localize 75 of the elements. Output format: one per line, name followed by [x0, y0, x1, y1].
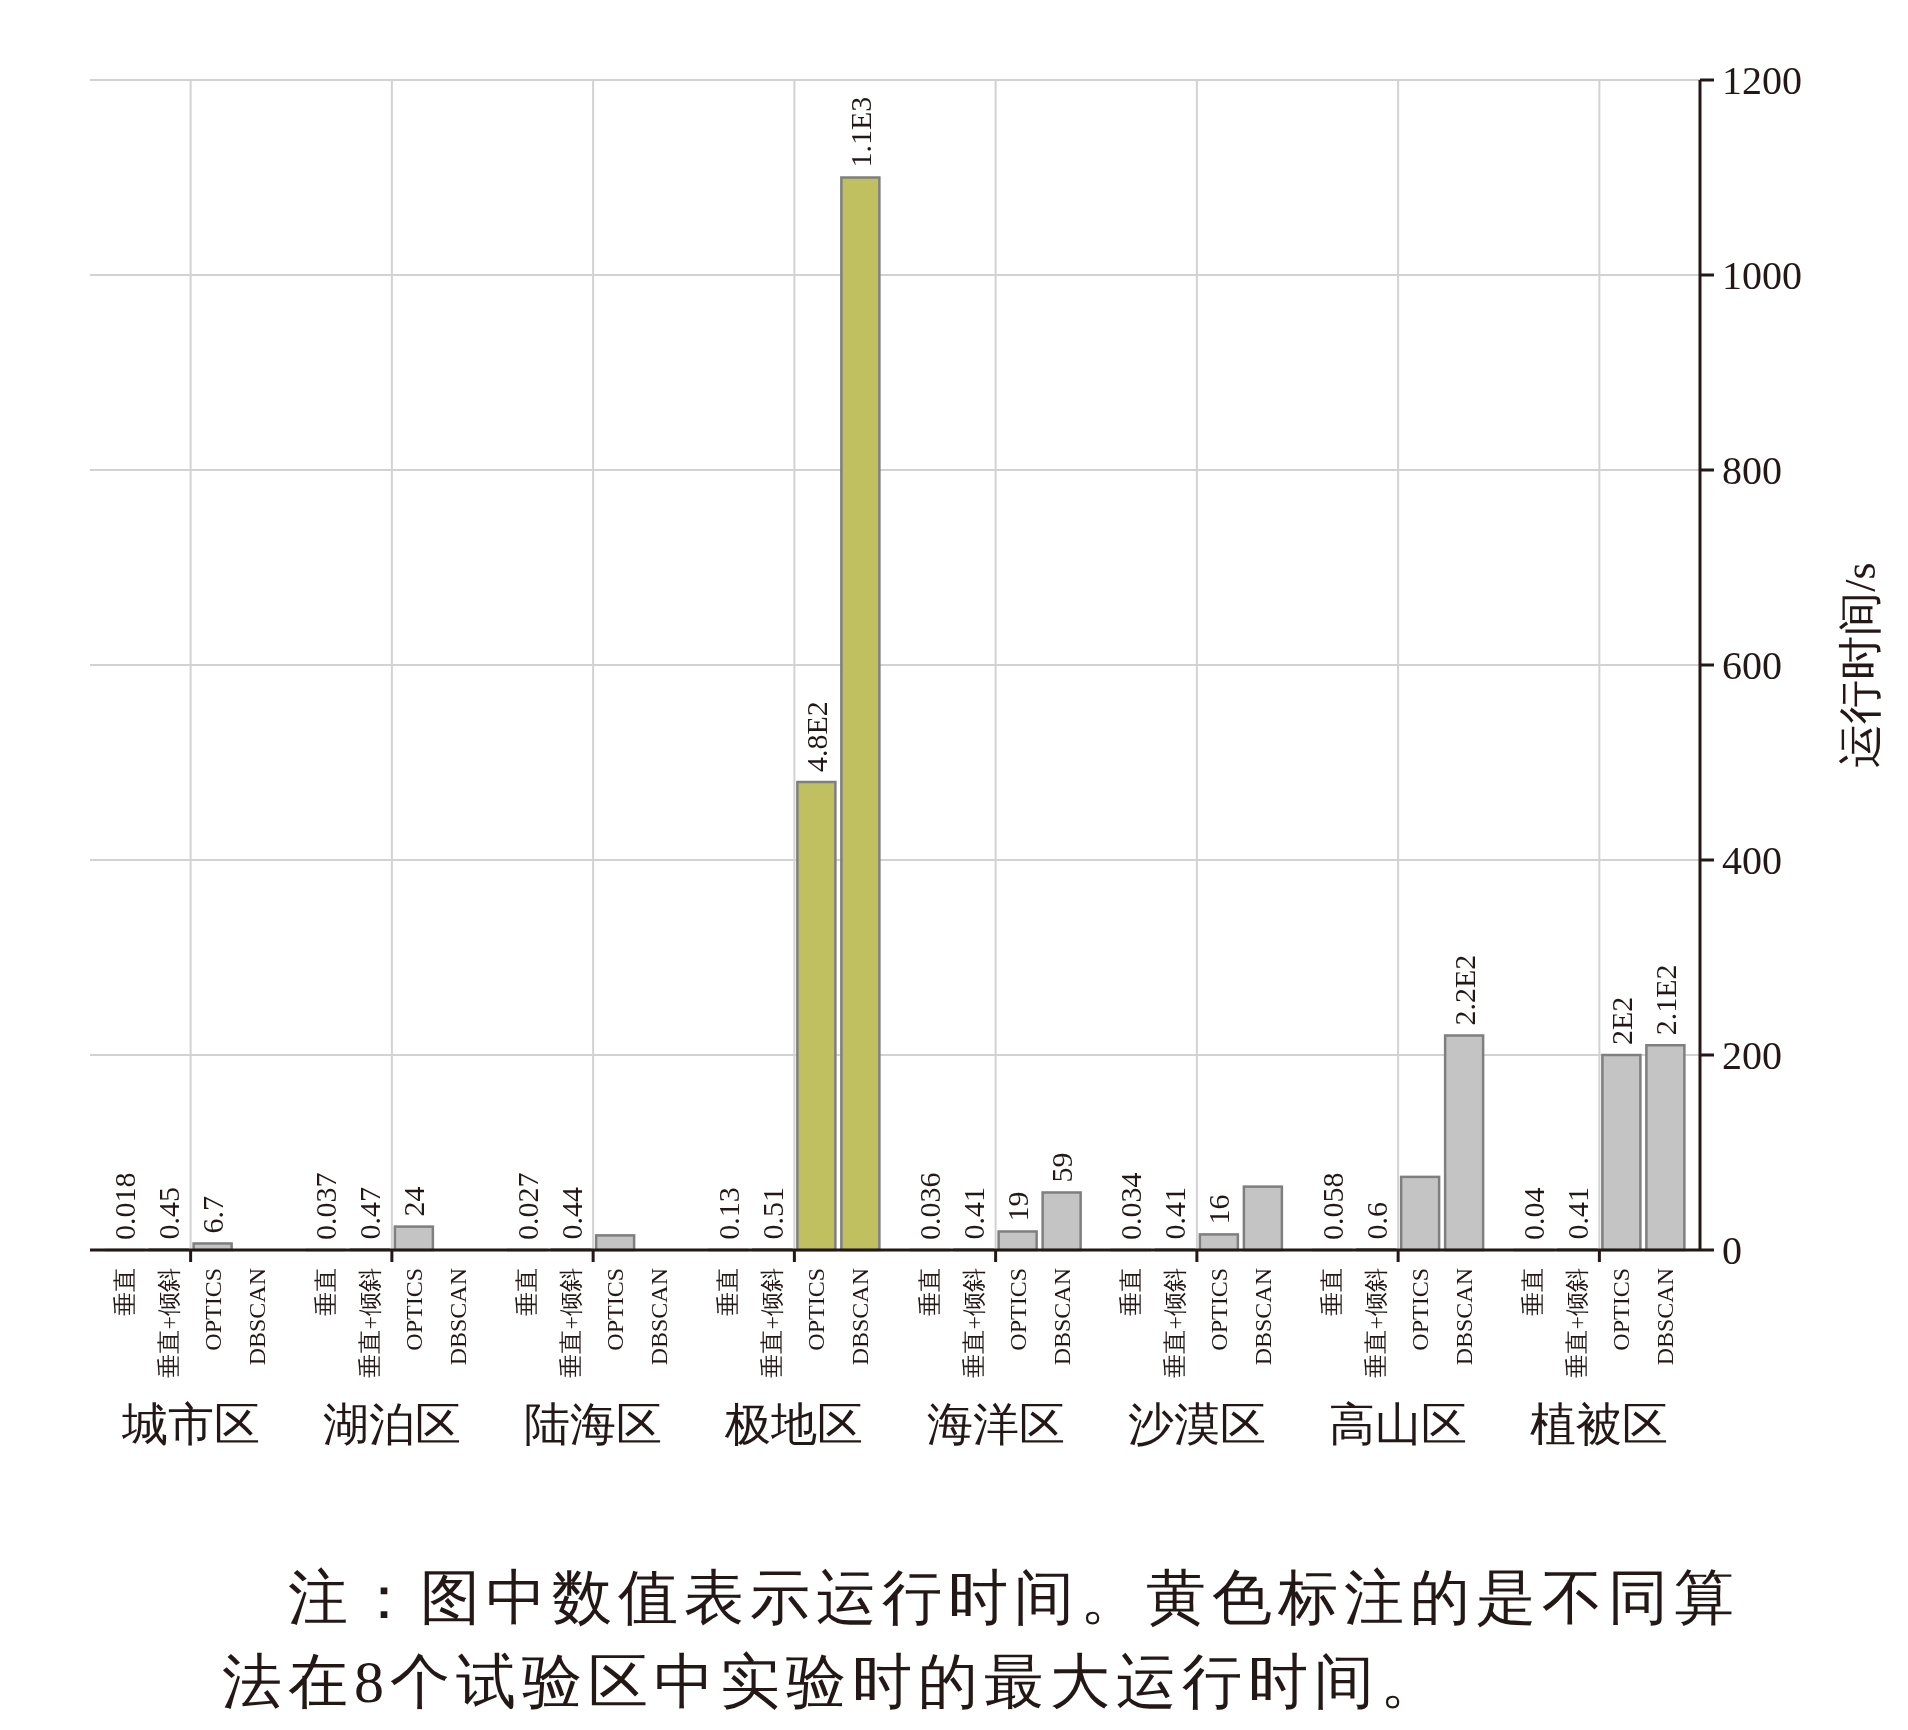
text: DBSCAN — [1048, 1268, 1075, 1366]
text: 垂直+倾斜 — [155, 1268, 182, 1378]
text: 垂直 — [715, 1268, 742, 1316]
text: DBSCAN — [1451, 1268, 1478, 1366]
text: OPTICS — [1205, 1268, 1232, 1351]
text: DBSCAN — [243, 1268, 270, 1366]
text: 垂直 — [1117, 1268, 1144, 1316]
y-tick-label: 1200 — [1722, 57, 1802, 103]
data-label: 16 — [1202, 1194, 1236, 1225]
text: 垂直 — [1520, 1268, 1547, 1316]
text: 垂直 — [514, 1268, 541, 1316]
y-tick-label: 0 — [1722, 1227, 1742, 1273]
text: 垂直+倾斜 — [356, 1268, 383, 1378]
data-label: 59 — [1045, 1152, 1079, 1183]
text: OPTICS — [400, 1268, 427, 1351]
text: OPTICS — [1004, 1268, 1031, 1351]
text: OPTICS — [803, 1268, 830, 1351]
data-label: 0.44 — [554, 1187, 588, 1240]
y-tick-label: 800 — [1722, 447, 1782, 493]
text: OPTICS — [199, 1268, 226, 1351]
x-tick-label: 海洋区 — [926, 1399, 1065, 1450]
text: 垂直+倾斜 — [1363, 1268, 1390, 1378]
text: 垂直+倾斜 — [558, 1268, 585, 1378]
y-tick-label: 400 — [1722, 837, 1782, 883]
y-tick-label: 200 — [1722, 1032, 1782, 1078]
data-label: 0.034 — [1114, 1172, 1148, 1240]
text: 垂直 — [1319, 1268, 1346, 1316]
data-label: 0.037 — [309, 1172, 343, 1240]
text: 垂直+倾斜 — [960, 1268, 987, 1378]
data-label: 2.2E2 — [1447, 954, 1481, 1026]
data-label: 0.036 — [913, 1172, 947, 1240]
data-label: 0.41 — [957, 1187, 991, 1240]
text: 垂直 — [312, 1268, 339, 1316]
y-tick-label: 600 — [1722, 642, 1782, 688]
data-label: 0.47 — [353, 1187, 387, 1240]
text: DBSCAN — [646, 1268, 673, 1366]
x-tick-label: 植被区 — [1530, 1399, 1669, 1450]
y-tick-label: 1000 — [1722, 252, 1802, 298]
text: 垂直+倾斜 — [1161, 1268, 1188, 1378]
text: DBSCAN — [847, 1268, 874, 1366]
data-label: 0.41 — [1560, 1187, 1594, 1240]
data-label: 0.018 — [108, 1172, 142, 1240]
x-tick-label: 陆海区 — [524, 1399, 663, 1450]
data-label: 0.13 — [711, 1187, 745, 1240]
x-tick-label: 沙漠区 — [1127, 1399, 1266, 1450]
x-tick-label: 高山区 — [1329, 1399, 1468, 1450]
data-label: 2.1E2 — [1648, 964, 1682, 1036]
data-label: 0.04 — [1516, 1187, 1550, 1240]
text: DBSCAN — [1249, 1268, 1276, 1366]
y-axis-title: 运行时间/s — [1835, 562, 1885, 768]
text: 垂直+倾斜 — [1564, 1268, 1591, 1378]
x-tick-label: 极地区 — [724, 1399, 864, 1450]
data-label: 0.027 — [510, 1172, 544, 1240]
x-tick-label: 湖泊区 — [322, 1399, 461, 1450]
data-label: 2E2 — [1604, 996, 1638, 1045]
text: OPTICS — [602, 1268, 629, 1351]
data-label: 6.7 — [196, 1195, 230, 1234]
data-label: 1.1E3 — [843, 96, 877, 168]
text: OPTICS — [1407, 1268, 1434, 1351]
text: DBSCAN — [444, 1268, 471, 1366]
data-label: 24 — [397, 1186, 431, 1217]
text: 垂直 — [916, 1268, 943, 1316]
data-label: 0.058 — [1315, 1172, 1349, 1240]
text: 垂直+倾斜 — [759, 1268, 786, 1378]
text: DBSCAN — [1652, 1268, 1679, 1366]
data-label: 0.45 — [152, 1187, 186, 1240]
data-label: 4.8E2 — [799, 701, 833, 772]
data-label: 19 — [1001, 1191, 1035, 1222]
text: 注：图中数值表示运行时间。黄色标注的是不同算法在8个试验区中实验时的最大运行时间。 — [222, 1564, 1741, 1717]
data-label: 0.41 — [1158, 1187, 1192, 1240]
text: 垂直 — [111, 1268, 138, 1316]
text: OPTICS — [1608, 1268, 1635, 1351]
x-tick-label: 城市区 — [120, 1399, 260, 1450]
data-label: 0.51 — [755, 1187, 789, 1240]
data-label: 0.6 — [1359, 1201, 1393, 1240]
